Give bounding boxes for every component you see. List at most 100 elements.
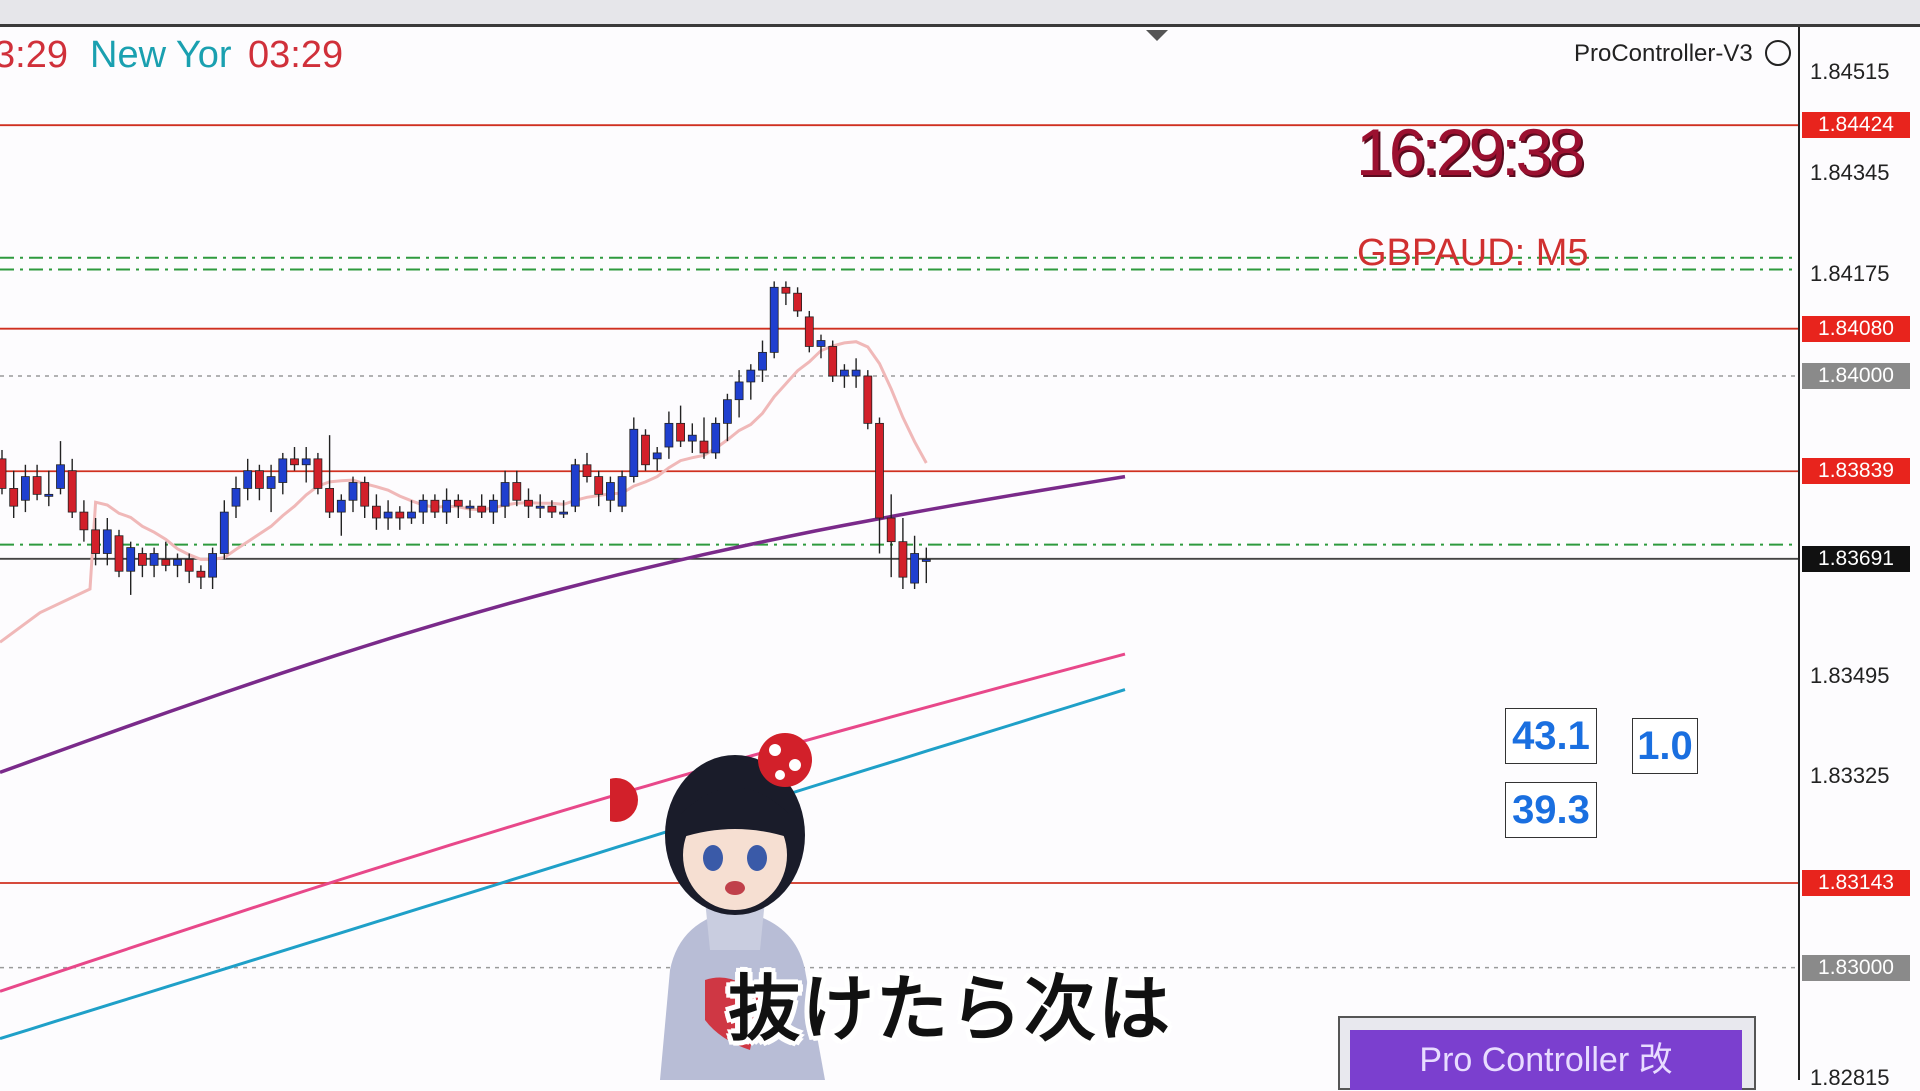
candle-body <box>816 340 826 347</box>
candle-body <box>126 547 136 572</box>
candle-body <box>652 452 662 460</box>
candle-body <box>559 511 568 515</box>
candle-body <box>734 381 744 401</box>
candle-body <box>664 422 674 448</box>
candle-body <box>594 476 604 495</box>
candle-body <box>173 559 182 566</box>
candle-body <box>723 399 732 424</box>
ma-slow-line <box>0 652 1126 993</box>
candle-body <box>9 488 19 507</box>
candle-body <box>161 559 171 566</box>
chart-shift-marker-icon[interactable] <box>1146 30 1168 41</box>
candle-body <box>254 470 264 489</box>
candle-body <box>863 375 873 424</box>
candle-body <box>828 346 838 377</box>
candle-body <box>758 351 767 371</box>
price-tick-label: 1.82815 <box>1810 1065 1890 1091</box>
price-tag: 1.84080 <box>1802 315 1910 342</box>
price-tag: 1.84424 <box>1802 112 1910 139</box>
candle-body <box>851 369 861 377</box>
candle-body <box>67 470 77 513</box>
chart-canvas[interactable] <box>0 27 1798 1080</box>
candle-body <box>348 482 358 501</box>
candle-body <box>219 511 229 554</box>
candle-body <box>641 434 650 466</box>
candle-body <box>453 499 463 507</box>
candle-body <box>395 511 405 519</box>
candle-body <box>137 553 147 566</box>
candle-body <box>243 470 253 489</box>
candle-body <box>149 553 159 566</box>
candle-body <box>301 458 311 466</box>
candle-body <box>208 553 218 578</box>
candle-body <box>102 529 112 554</box>
terminal-toolbar <box>0 0 1920 27</box>
price-tick-label: 1.84515 <box>1810 59 1890 85</box>
price-tick-label: 1.84175 <box>1810 260 1890 286</box>
candle-body <box>20 476 30 501</box>
candle-body <box>840 369 849 377</box>
candle-body <box>91 529 100 554</box>
price-tick-label: 1.83495 <box>1810 662 1890 688</box>
candle-body <box>278 458 288 483</box>
price-tag: 1.83143 <box>1802 870 1910 896</box>
candle-body <box>629 428 639 477</box>
price-tick-label: 1.84345 <box>1810 159 1890 185</box>
pro-controller-panel: Pro Controller 改 <box>1338 1016 1756 1090</box>
candle-body <box>0 458 7 489</box>
candle-body <box>921 559 931 562</box>
candle-body <box>336 499 346 513</box>
candle-body <box>56 464 65 489</box>
candle-body <box>769 286 779 353</box>
candle-body <box>582 464 592 477</box>
vtuber-avatar <box>610 720 860 1080</box>
session-time-right: 03:29 <box>248 34 344 76</box>
candle-body <box>676 422 685 442</box>
candle-body <box>383 511 393 519</box>
indicator-face-icon[interactable] <box>1765 39 1792 66</box>
candle-body <box>477 505 487 513</box>
candle-body <box>442 499 452 513</box>
candle-body <box>430 499 440 513</box>
candle-body <box>875 422 884 519</box>
price-tag: 1.84000 <box>1802 363 1910 390</box>
candle-body <box>32 476 42 495</box>
candle-body <box>313 458 323 489</box>
candle-body <box>488 499 498 513</box>
candle-body <box>371 505 381 519</box>
candle-body <box>535 505 545 509</box>
candle-body <box>687 434 697 442</box>
candle-body <box>910 553 919 584</box>
candle-body <box>325 488 335 513</box>
candlestick-chart[interactable] <box>0 27 1798 1080</box>
pro-controller-button[interactable]: Pro Controller 改 <box>1350 1030 1742 1090</box>
candle-body <box>617 476 627 507</box>
readout-box-a: 43.1 <box>1505 708 1597 764</box>
video-subtitle: 抜けたら次は <box>728 970 1173 1050</box>
price-tag: 1.83691 <box>1802 545 1910 572</box>
ma-fast-line <box>0 340 928 644</box>
candle-body <box>231 488 241 507</box>
candle-body <box>606 482 615 501</box>
candle-body <box>79 511 89 531</box>
candle-body <box>711 422 721 454</box>
session-time-left: 3:29 <box>0 34 68 76</box>
candle-body <box>793 292 802 312</box>
candle-body <box>196 570 206 578</box>
candle-body <box>500 482 510 507</box>
session-city-label: New Yor <box>90 34 232 76</box>
candle-body <box>418 499 428 513</box>
ma-long-line <box>0 688 1126 1041</box>
ma-mid-line <box>0 474 1126 775</box>
candle-body <box>407 511 416 519</box>
readout-box-b: 39.3 <box>1505 782 1597 838</box>
candle-body <box>114 535 124 572</box>
candle-body <box>781 286 791 294</box>
candle-body <box>570 464 580 507</box>
candle-body <box>886 517 896 543</box>
price-tag: 1.83000 <box>1802 954 1910 981</box>
candle-body <box>465 505 475 509</box>
candle-body <box>512 482 522 501</box>
candle-body <box>746 369 756 383</box>
candle-body <box>804 316 814 347</box>
